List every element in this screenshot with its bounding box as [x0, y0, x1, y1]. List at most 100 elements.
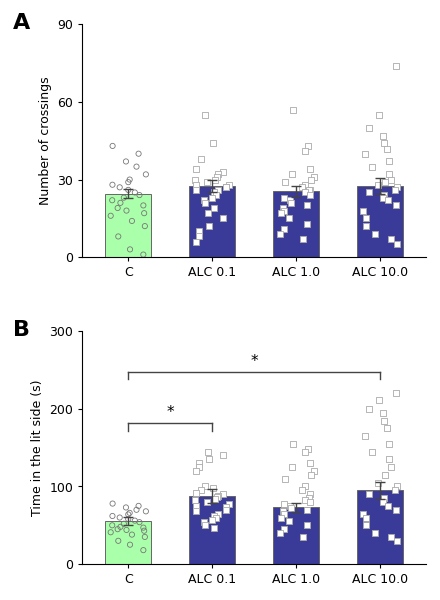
Point	[125, 509, 132, 519]
Point	[219, 451, 226, 460]
Point	[210, 483, 217, 493]
Point	[193, 488, 200, 497]
Point	[109, 499, 116, 508]
Point	[362, 520, 369, 530]
Point	[210, 511, 217, 521]
Point	[310, 172, 317, 182]
Point	[211, 494, 218, 504]
Point	[109, 180, 116, 190]
Point	[362, 149, 369, 158]
Point	[307, 490, 314, 499]
Point	[365, 188, 372, 197]
Point	[136, 517, 143, 527]
Point	[208, 193, 215, 202]
Point	[301, 146, 308, 156]
Point	[307, 175, 314, 184]
Point	[192, 185, 199, 194]
Point	[375, 395, 382, 404]
Point	[392, 505, 400, 515]
Point	[141, 221, 148, 231]
Point	[116, 182, 123, 192]
Point	[306, 497, 313, 507]
Point	[363, 513, 370, 523]
Point	[299, 182, 306, 192]
Point	[302, 496, 309, 505]
Point	[393, 182, 400, 192]
Point	[392, 200, 400, 210]
Point	[386, 170, 393, 179]
Point	[306, 185, 313, 194]
Point	[300, 532, 307, 542]
Point	[380, 493, 387, 503]
Bar	[273, 191, 319, 257]
Point	[195, 458, 202, 468]
Point	[385, 157, 392, 166]
Point	[306, 493, 313, 503]
Point	[286, 517, 293, 526]
Point	[363, 214, 370, 223]
Point	[214, 172, 221, 182]
Point	[126, 508, 133, 518]
Point	[223, 505, 230, 515]
Point	[136, 190, 143, 200]
Point	[141, 208, 148, 218]
Point	[211, 175, 218, 184]
Point	[381, 139, 388, 148]
Point	[203, 178, 210, 187]
Point	[133, 162, 140, 172]
Point	[219, 167, 226, 176]
Point	[125, 185, 132, 194]
Point	[140, 250, 147, 259]
Point	[306, 190, 313, 200]
Point	[123, 206, 130, 215]
Point	[306, 458, 313, 468]
Text: *: *	[166, 405, 174, 420]
Point	[214, 509, 221, 518]
Point	[219, 490, 226, 499]
Point	[127, 245, 134, 254]
Point	[205, 221, 213, 231]
Point	[125, 514, 132, 524]
Point	[360, 509, 367, 518]
Bar	[105, 521, 151, 564]
Point	[277, 208, 284, 218]
Point	[128, 530, 136, 539]
Bar	[189, 186, 235, 257]
Point	[302, 188, 309, 197]
Point	[205, 447, 212, 457]
Point	[222, 503, 229, 512]
Point	[225, 499, 232, 508]
Point	[368, 447, 375, 457]
Point	[381, 178, 388, 187]
Point	[307, 470, 314, 479]
Point	[277, 229, 284, 239]
Point	[141, 532, 148, 542]
Point	[371, 229, 378, 239]
Point	[201, 517, 208, 527]
Point	[386, 455, 393, 464]
Bar	[105, 194, 151, 257]
Point	[391, 485, 398, 495]
Point	[120, 519, 127, 529]
Point	[197, 485, 204, 494]
Point	[394, 536, 401, 545]
Point	[391, 185, 398, 194]
Bar	[357, 490, 403, 564]
Point	[117, 198, 124, 208]
Point	[201, 110, 208, 120]
Point	[290, 105, 297, 115]
Point	[122, 503, 129, 512]
Point	[375, 110, 382, 120]
Point	[301, 482, 308, 491]
Point	[212, 190, 219, 200]
Point	[214, 185, 221, 194]
Point	[196, 463, 203, 472]
Point	[393, 482, 400, 491]
Point	[384, 196, 391, 205]
Point	[196, 232, 203, 241]
Point	[141, 526, 148, 536]
Point	[371, 528, 378, 538]
Point	[280, 506, 287, 516]
Point	[208, 515, 215, 524]
Point	[192, 506, 199, 516]
